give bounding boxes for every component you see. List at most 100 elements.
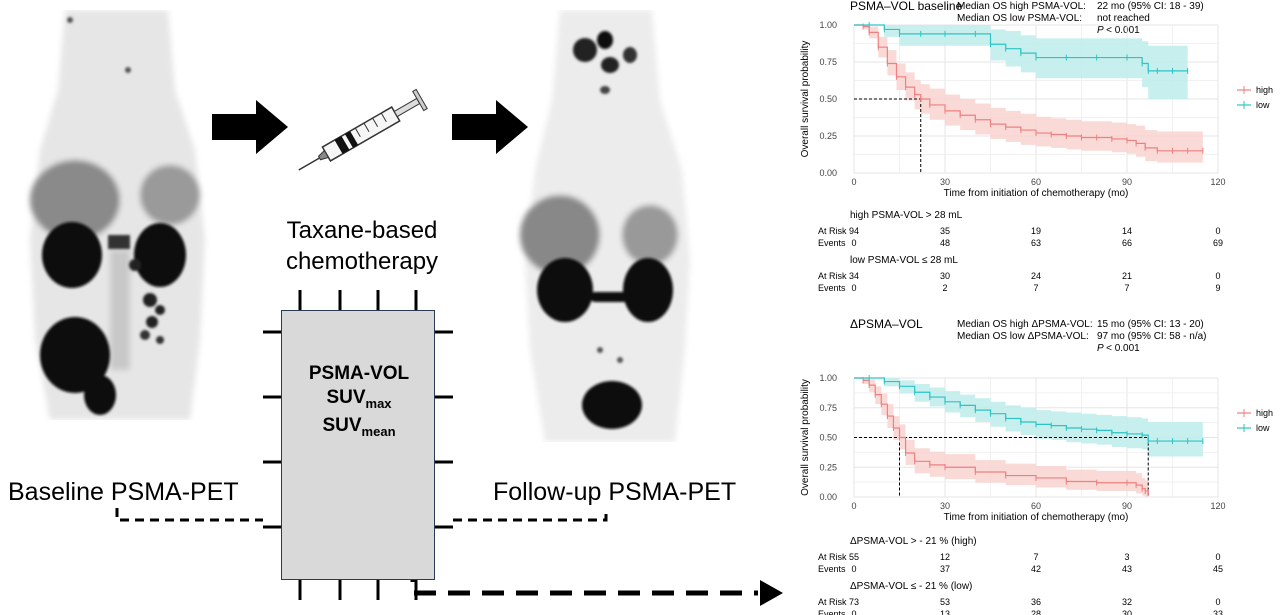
at-risk-value: 55	[849, 552, 859, 562]
events-value: 43	[1122, 564, 1132, 574]
at-risk-value: 35	[940, 226, 950, 236]
syringe-icon	[298, 88, 428, 171]
median-low-value: not reached	[1097, 13, 1150, 24]
x-axis-label: Time from initiation of chemotherapy (mo…	[944, 188, 1129, 199]
feature-chip: PSMA-VOL SUVmax SUVmean	[281, 310, 435, 580]
km-chart-delta: ΔPSMA–VOL Median OS high ΔPSMA-VOL: 15 mo …	[800, 318, 1273, 615]
y-tick-label: 1.00	[819, 20, 837, 30]
chart-title: PSMA–VOL baseline	[850, 0, 963, 13]
median-high-label: Median OS high PSMA-VOL:	[957, 1, 1086, 12]
events-value: 37	[940, 564, 950, 574]
x-axis-label: Time from initiation of chemotherapy (mo…	[944, 512, 1129, 523]
at-risk-value: 21	[1122, 271, 1132, 281]
events-value: 66	[1122, 238, 1132, 248]
at-risk-value: 12	[940, 552, 950, 562]
legend-label-low: low	[1256, 100, 1270, 110]
chip-suvmean: SUVmean	[322, 415, 396, 439]
at-risk-value: 53	[940, 597, 950, 607]
y-tick-label: 0.25	[819, 131, 837, 141]
x-tick-label: 30	[940, 501, 950, 511]
chemo-label: Taxane-based chemotherapy	[262, 215, 462, 277]
ci-band-high	[854, 378, 1149, 497]
y-tick-label: 0.75	[819, 403, 837, 413]
y-tick-label: 0.50	[819, 94, 837, 104]
x-tick-label: 90	[1122, 501, 1132, 511]
events-value: 33	[1213, 609, 1223, 615]
events-label: Events	[818, 238, 846, 248]
events-value: 28	[1031, 609, 1041, 615]
at-risk-value: 36	[1031, 597, 1041, 607]
x-tick-label: 120	[1210, 501, 1225, 511]
chip-suvmax: SUVmax	[326, 387, 392, 411]
ci-band-high	[854, 25, 1203, 163]
ci-band-low	[854, 25, 1188, 99]
at-risk-value: 32	[1122, 597, 1132, 607]
events-value: 48	[940, 238, 950, 248]
events-label: Events	[818, 564, 846, 574]
events-value: 7	[1033, 283, 1038, 293]
events-value: 13	[940, 609, 950, 615]
arrow-right-icon	[452, 100, 528, 154]
median-low-label: Median OS low PSMA-VOL:	[957, 13, 1082, 24]
at-risk-label: At Risk	[818, 226, 847, 236]
y-tick-label: 0.00	[819, 168, 837, 178]
at-risk-value: 14	[1122, 226, 1132, 236]
arrow-right-icon	[212, 100, 288, 154]
at-risk-value: 0	[1215, 552, 1220, 562]
events-value: 7	[1124, 283, 1129, 293]
p-value: P < 0.001	[1097, 343, 1140, 354]
at-risk-label: At Risk	[818, 597, 847, 607]
x-tick-label: 120	[1210, 177, 1225, 187]
median-high-value: 22 mo (95% CI: 18 - 39)	[1097, 1, 1204, 12]
events-value: 9	[1215, 283, 1220, 293]
events-value: 69	[1213, 238, 1223, 248]
at-risk-value: 73	[849, 597, 859, 607]
x-tick-label: 60	[1031, 501, 1041, 511]
median-low-label: Median OS low ΔPSMA-VOL:	[957, 331, 1089, 342]
followup-pet-image	[490, 10, 722, 442]
events-value: 0	[851, 238, 856, 248]
y-axis-label: Overall survival probability	[800, 379, 811, 496]
legend-label-high: high	[1256, 408, 1273, 418]
at-risk-value: 94	[849, 226, 859, 236]
at-risk-value: 7	[1033, 552, 1038, 562]
x-tick-label: 60	[1031, 177, 1041, 187]
events-value: 0	[851, 283, 856, 293]
at-risk-value: 19	[1031, 226, 1041, 236]
km-curve-low	[854, 377, 1203, 442]
events-value: 45	[1213, 564, 1223, 574]
risk-group-label: ΔPSMA-VOL ≤ - 21 % (low)	[850, 581, 972, 592]
y-tick-label: 0.50	[819, 433, 837, 443]
chemo-line-1: Taxane-based	[286, 217, 438, 244]
y-tick-label: 0.75	[819, 57, 837, 67]
baseline-label: Baseline PSMA-PET	[8, 478, 239, 506]
events-value: 42	[1031, 564, 1041, 574]
events-label: Events	[818, 283, 846, 293]
median-low-value: 97 mo (95% CI: 58 - n/a)	[1097, 331, 1207, 342]
x-tick-label: 0	[851, 177, 856, 187]
median-high-label: Median OS high ΔPSMA-VOL:	[957, 319, 1093, 330]
at-risk-value: 3	[1124, 552, 1129, 562]
y-axis-label: Overall survival probability	[800, 41, 811, 158]
risk-group-label: ΔPSMA-VOL > - 21 % (high)	[850, 536, 977, 547]
at-risk-value: 24	[1031, 271, 1041, 281]
x-tick-label: 0	[851, 501, 856, 511]
legend-label-low: low	[1256, 423, 1270, 433]
events-value: 0	[851, 609, 856, 615]
chip-psma-vol: PSMA-VOL	[308, 363, 410, 384]
at-risk-label: At Risk	[818, 271, 847, 281]
at-risk-value: 0	[1215, 226, 1220, 236]
y-tick-label: 0.00	[819, 492, 837, 502]
risk-group-label: high PSMA-VOL > 28 mL	[850, 210, 963, 221]
risk-group-label: low PSMA-VOL ≤ 28 mL	[850, 255, 958, 266]
at-risk-value: 0	[1215, 271, 1220, 281]
events-value: 30	[1122, 609, 1132, 615]
at-risk-value: 34	[849, 271, 859, 281]
at-risk-label: At Risk	[818, 552, 847, 562]
at-risk-value: 0	[1215, 597, 1220, 607]
y-tick-label: 1.00	[819, 373, 837, 383]
x-tick-label: 30	[940, 177, 950, 187]
median-high-value: 15 mo (95% CI: 13 - 20)	[1097, 319, 1204, 330]
baseline-pet-image	[0, 10, 232, 420]
